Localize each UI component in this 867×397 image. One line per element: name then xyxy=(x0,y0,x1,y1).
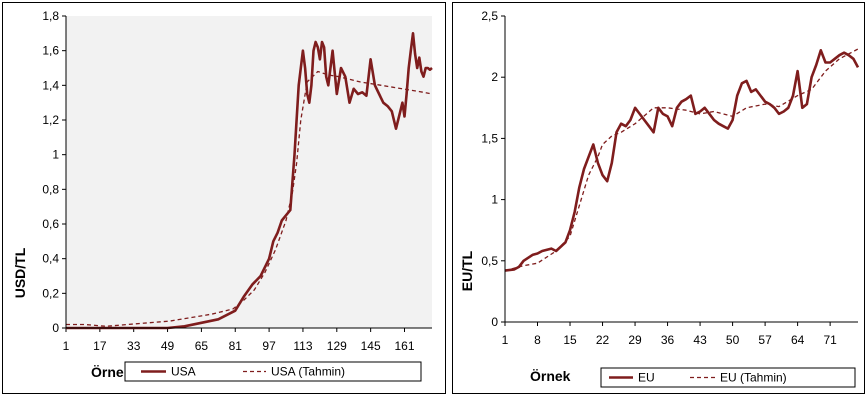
x-tick-label: 1 xyxy=(502,333,509,347)
usd-tl-chart-panel: 0 0,2 0,4 0,6 0,8 1 1,2 1,4 1,6 1,8 1 17 33 49 65 81 97… xyxy=(2,2,446,394)
x-tick-label: 161 xyxy=(394,339,414,353)
y-tick-label: 0,8 xyxy=(42,182,59,196)
y-tick-label: 0,6 xyxy=(42,217,59,231)
x-tick-label: 29 xyxy=(628,333,642,347)
y-tick-label: 0,2 xyxy=(42,286,59,300)
y-tick-label: 1,4 xyxy=(42,78,59,92)
x-tick-label: 1 xyxy=(63,339,70,353)
x-tick-label: 145 xyxy=(361,339,381,353)
x-axis-ticks: 1 17 33 49 65 81 97 113 129 145 161 xyxy=(63,328,415,353)
x-tick-label: 71 xyxy=(823,333,837,347)
series-lines xyxy=(66,31,433,330)
usd-tl-chart: 0 0,2 0,4 0,6 0,8 1 1,2 1,4 1,6 1,8 1 17 33 49 65 81 97… xyxy=(12,9,433,382)
x-tick-label: 22 xyxy=(596,333,610,347)
x-tick-label: 64 xyxy=(791,333,805,347)
plot-area xyxy=(505,16,858,322)
y-tick-label: 2,5 xyxy=(481,9,498,23)
y-tick-label: 0,4 xyxy=(42,252,59,266)
y-tick-label: 1,5 xyxy=(481,131,498,145)
x-tick-label: 17 xyxy=(93,339,107,353)
x-axis-ticks: 1 8 15 22 29 36 43 50 57 64 71 xyxy=(502,322,837,347)
x-tick-label: 97 xyxy=(262,339,276,353)
y-tick-label: 2 xyxy=(491,70,498,84)
y-tick-label: 1,6 xyxy=(42,44,59,58)
x-tick-label: 81 xyxy=(229,339,243,353)
series-line-forecast xyxy=(66,70,433,327)
x-tick-label: 113 xyxy=(293,339,312,353)
legend-box xyxy=(600,367,856,388)
x-tick-label: 50 xyxy=(726,333,740,347)
y-axis-label: EU/TL xyxy=(459,250,475,291)
y-tick-label: 1 xyxy=(491,193,498,207)
series-lines xyxy=(504,48,860,272)
x-tick-label: 43 xyxy=(693,333,707,347)
x-tick-label: 8 xyxy=(534,333,541,347)
y-axis-label: USD/TL xyxy=(12,247,28,298)
x-tick-label: 129 xyxy=(327,339,347,353)
y-tick-label: 0 xyxy=(52,321,59,335)
x-tick-label: 57 xyxy=(758,333,772,347)
y-tick-label: 1,2 xyxy=(42,113,59,127)
legend-label-usa: USA xyxy=(171,365,196,379)
y-tick-label: 0,5 xyxy=(481,254,498,268)
x-tick-label: 49 xyxy=(161,339,175,353)
plot-area xyxy=(66,16,432,328)
x-tick-label: 33 xyxy=(127,339,141,353)
axes xyxy=(65,16,432,329)
y-tick-label: 1,8 xyxy=(42,9,59,23)
legend-box xyxy=(124,361,422,382)
axes xyxy=(504,16,858,323)
eu-tl-chart-panel: 0 0,5 1 1,5 2 2,5 1 8 15 22 29 36 43 50 57 64 71 EU/TL … xyxy=(452,2,865,394)
y-axis-ticks: 0 0,2 0,4 0,6 0,8 1 1,2 1,4 1,6 1,8 xyxy=(42,9,66,335)
x-tick-label: 15 xyxy=(563,333,577,347)
eu-tl-chart: 00,511,522,5 1 8 15 22 29 36 43 50 57 64 71 EU/TL … xyxy=(459,9,860,388)
x-axis-label: Örnek xyxy=(91,364,132,380)
legend: USA USA (Tahmin) xyxy=(124,361,422,382)
series-line-actual xyxy=(504,48,860,272)
x-axis-label: Örnek xyxy=(530,368,571,384)
series-line-actual xyxy=(66,31,433,330)
x-tick-label: 65 xyxy=(195,339,209,353)
legend-label-eu: EU xyxy=(638,371,655,385)
legend-label-usa-tahmin: USA (Tahmin) xyxy=(271,365,345,379)
legend-label-eu-tahmin: EU (Tahmin) xyxy=(720,371,787,385)
x-tick-label: 36 xyxy=(661,333,675,347)
y-tick-label: 1 xyxy=(52,148,59,162)
legend: EU EU (Tahmin) xyxy=(600,367,856,388)
y-axis-ticks: 0 0,5 1 1,5 2 2,5 xyxy=(481,9,505,329)
y-tick-label: 0 xyxy=(491,315,498,329)
